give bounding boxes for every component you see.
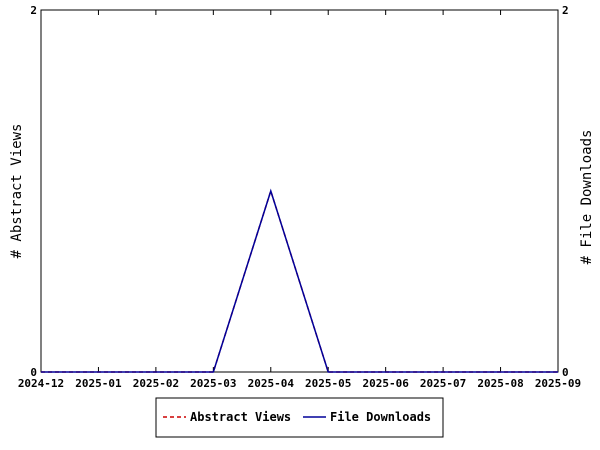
legend-label-abstract-views: Abstract Views [190,410,291,424]
y2-axis-label: # File Downloads [579,130,595,265]
x-tick-label: 2025-02 [133,377,179,390]
x-tick-label: 2024-12 [18,377,64,390]
x-tick-label: 2025-08 [477,377,523,390]
legend-label-file-downloads: File Downloads [330,410,431,424]
y-axis-label: # Abstract Views [9,124,25,259]
y2-tick-label: 2 [562,4,569,17]
y-tick-label: 0 [30,366,37,379]
series-lines [41,188,558,373]
x-tick-label: 2025-04 [248,377,295,390]
series-line-file-downloads [41,188,558,373]
x-axis-ticks: 2024-12 2025-01 2025-02 2025-03 2025-04 2025-… [18,10,581,390]
x-tick-label: 2025-03 [190,377,236,390]
x-tick-label: 2025-09 [535,377,581,390]
legend-box [155,397,444,438]
x-tick-label: 2025-06 [362,377,409,390]
plot-area [40,9,559,373]
legend: Abstract Views File Downloads [155,397,444,438]
y2-tick-label: 0 [562,366,569,379]
y-tick-label: 2 [30,4,37,17]
x-tick-label: 2025-01 [75,377,122,390]
x-tick-label: 2025-05 [305,377,351,390]
x-tick-label: 2025-07 [420,377,466,390]
